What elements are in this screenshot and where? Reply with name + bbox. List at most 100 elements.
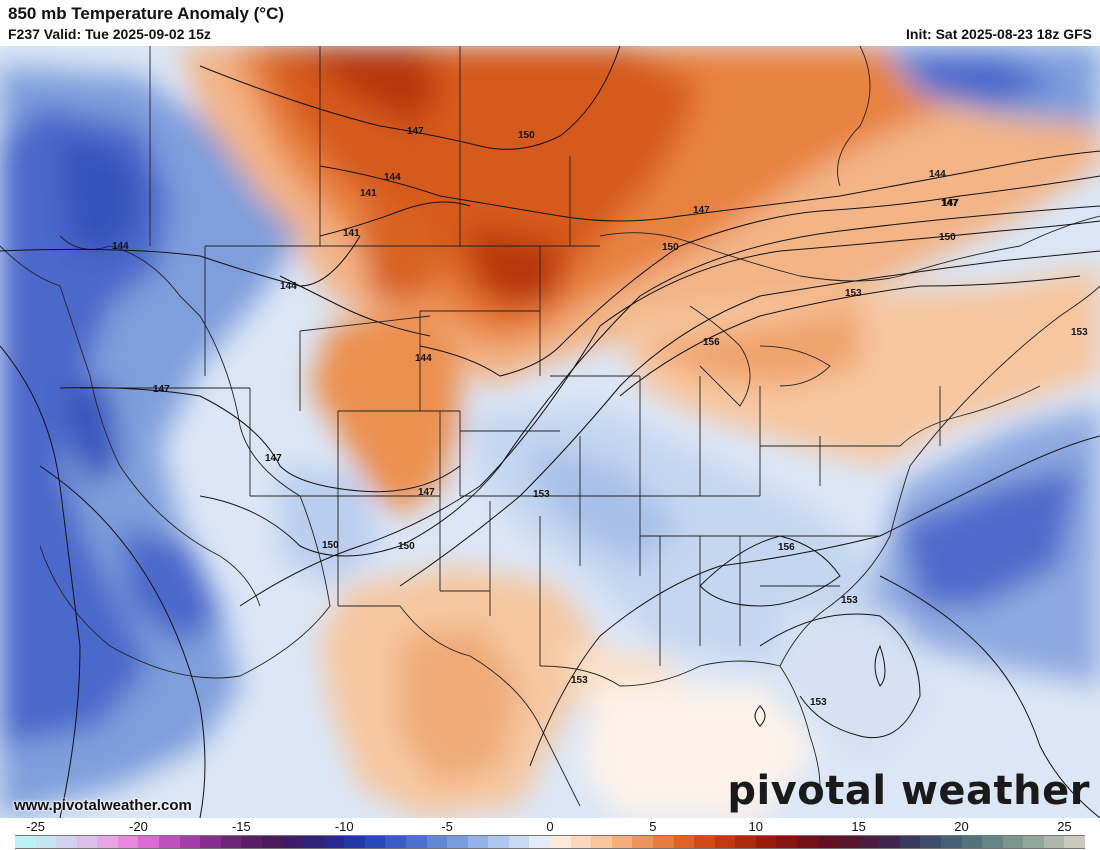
website-url[interactable]: www.pivotalweather.com <box>14 797 192 814</box>
contour-label: 153 <box>845 288 862 299</box>
colorbar-swatch <box>632 836 653 848</box>
colorbar-swatch <box>1064 836 1086 848</box>
colorbar-swatch <box>776 836 797 848</box>
colorbar-tick-label: 25 <box>1057 819 1072 834</box>
colorbar-swatch <box>1002 836 1024 848</box>
anomaly-field <box>0 46 1100 818</box>
brand-logo: pivotal weather <box>727 768 1090 814</box>
colorbar-tick-label: -5 <box>441 819 453 834</box>
colorbar-swatch <box>56 836 77 848</box>
colorbar-swatch <box>982 836 1003 848</box>
contour-label: 153 <box>533 489 550 500</box>
colorbar-swatch <box>673 836 695 848</box>
contour-label: 144 <box>112 241 129 252</box>
colorbar-tick-label: 15 <box>851 819 866 834</box>
colorbar-swatch <box>447 836 468 848</box>
colorbar-swatch <box>941 836 962 848</box>
contour-label: 150 <box>939 232 956 243</box>
contour-label: 153 <box>1071 327 1088 338</box>
colorbar-swatch <box>35 836 57 848</box>
colorbar-swatch <box>611 836 633 848</box>
colorbar-swatch <box>138 836 160 848</box>
colorbar-tick-label: -15 <box>231 819 251 834</box>
geographic-borders <box>0 46 1100 807</box>
colorbar-swatch <box>15 836 36 848</box>
colorbar-swatch <box>652 836 674 848</box>
contour-label: 156 <box>778 542 795 553</box>
contour-label: 147 <box>693 205 710 216</box>
contour-label: 147 <box>407 126 424 137</box>
colorbar-swatch <box>282 836 304 848</box>
contour-label: 147 <box>941 198 958 209</box>
contour-labels: 147 150 144 141 141 144 144 147 147 144 … <box>112 126 1088 708</box>
colorbar-swatch <box>323 836 345 848</box>
valid-time: F237 Valid: Tue 2025-09-02 15z <box>8 26 211 42</box>
colorbar-swatch <box>920 836 942 848</box>
colorbar-strip <box>15 835 1086 849</box>
colorbar-swatch <box>261 836 283 848</box>
colorbar-swatch <box>879 836 900 848</box>
contour-label: 144 <box>415 353 432 364</box>
colorbar-swatch <box>364 836 386 848</box>
contour-label: 141 <box>360 188 377 199</box>
colorbar-swatch <box>179 836 201 848</box>
header: 850 mb Temperature Anomaly (°C) F237 Val… <box>0 0 1100 46</box>
colorbar-swatch <box>529 836 551 848</box>
colorbar-swatch <box>508 836 530 848</box>
contour-label: 141 <box>343 228 360 239</box>
colorbar-tick-label: -20 <box>129 819 148 834</box>
colorbar-tick-label: 5 <box>649 819 657 834</box>
colorbar-swatch <box>426 836 448 848</box>
colorbar-swatch <box>220 836 242 848</box>
colorbar-swatch <box>591 836 612 848</box>
colorbar-swatch <box>303 836 324 848</box>
colorbar-swatch <box>735 836 756 848</box>
contour-label: 147 <box>265 453 282 464</box>
colorbar-swatch <box>1023 836 1044 848</box>
map-title: 850 mb Temperature Anomaly (°C) <box>8 4 285 23</box>
contour-label: 147 <box>418 487 435 498</box>
colorbar-swatch <box>200 836 221 848</box>
contour-label: 147 <box>942 198 959 209</box>
colorbar-tick-label: 0 <box>546 819 554 834</box>
contour-label: 153 <box>841 595 858 606</box>
height-contours <box>0 46 1100 818</box>
colorbar-swatch <box>858 836 880 848</box>
colorbar-swatch <box>117 836 139 848</box>
colorbar-swatch <box>97 836 118 848</box>
contour-label: 150 <box>322 540 339 551</box>
colorbar-swatch <box>467 836 489 848</box>
colorbar-swatch <box>1043 836 1065 848</box>
contour-label: 144 <box>929 169 946 180</box>
contour-label: 150 <box>398 541 415 552</box>
colorbar-swatch <box>961 836 983 848</box>
colorbar-swatch <box>796 836 818 848</box>
colorbar-swatch <box>488 836 509 848</box>
init-time: Init: Sat 2025-08-23 18z GFS <box>906 26 1092 42</box>
colorbar-swatch <box>899 836 921 848</box>
contour-label: 144 <box>384 172 401 183</box>
colorbar-swatch <box>159 836 180 848</box>
contour-label: 153 <box>810 697 827 708</box>
contour-label: 150 <box>518 130 535 141</box>
colorbar-swatch <box>550 836 571 848</box>
colorbar-swatch <box>570 836 592 848</box>
colorbar-swatch <box>241 836 262 848</box>
colorbar-swatch <box>838 836 859 848</box>
contour-label: 153 <box>571 675 588 686</box>
colorbar-tick-label: 10 <box>748 819 763 834</box>
colorbar-swatch <box>344 836 365 848</box>
colorbar-swatch <box>385 836 406 848</box>
colorbar-swatch <box>714 836 736 848</box>
contour-label: 144 <box>280 281 297 292</box>
colorbar-swatch <box>755 836 777 848</box>
colorbar-tick-label: 20 <box>954 819 969 834</box>
colorbar-swatch <box>405 836 427 848</box>
colorbar-tick-label: -25 <box>26 819 45 834</box>
anomaly-map: 147 150 144 141 141 144 144 147 147 144 … <box>0 46 1100 818</box>
map-canvas: 147 150 144 141 141 144 144 147 147 144 … <box>0 46 1100 818</box>
colorbar-swatch <box>694 836 715 848</box>
colorbar-swatch <box>76 836 98 848</box>
colorbar-swatch <box>817 836 839 848</box>
colorbar-tick-label: -10 <box>334 819 354 834</box>
